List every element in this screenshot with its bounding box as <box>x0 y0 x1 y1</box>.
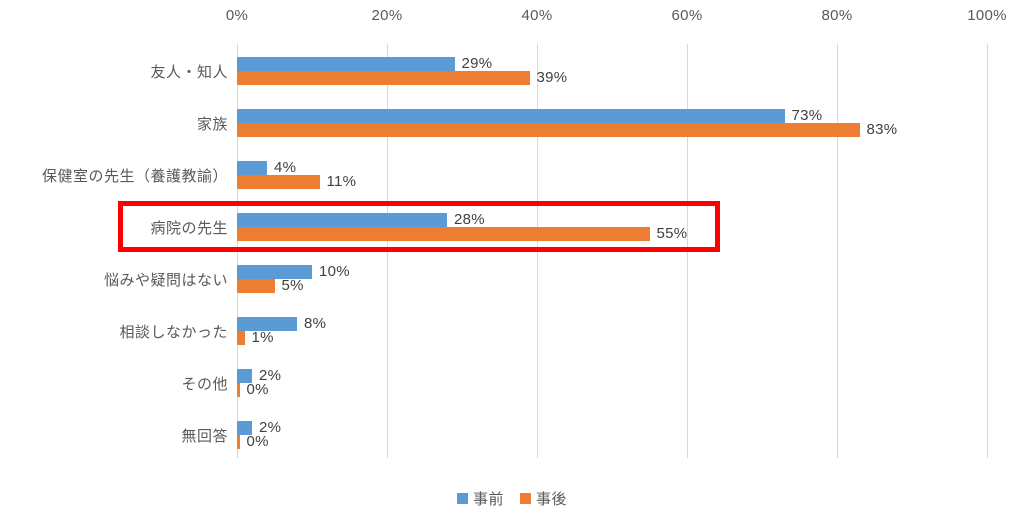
bar-post <box>237 435 240 449</box>
category-label: 家族 <box>196 116 228 133</box>
bar-post <box>237 383 240 397</box>
axis-tick-label: 20% <box>371 7 403 24</box>
value-label: 11% <box>326 173 357 190</box>
value-label: 0% <box>246 433 269 450</box>
bar-pre <box>237 109 785 123</box>
bar-pre <box>237 421 252 435</box>
legend-swatch-pre-icon <box>456 493 468 504</box>
bar-pre <box>237 265 312 279</box>
legend: 事前 事後 <box>0 488 1024 509</box>
bar-post <box>237 227 650 241</box>
bar-pre <box>237 161 267 175</box>
category-label: 病院の先生 <box>150 220 228 237</box>
value-label: 1% <box>251 329 274 346</box>
bar-pre <box>237 369 252 383</box>
category-label: 悩みや疑問はない <box>103 272 228 289</box>
value-label: 39% <box>536 69 568 86</box>
value-label: 8% <box>304 315 327 332</box>
bar-post <box>237 71 530 85</box>
axis-tick-label: 80% <box>821 7 853 24</box>
highlight-box <box>118 201 720 252</box>
value-label: 2% <box>259 367 282 384</box>
value-label: 83% <box>866 121 898 138</box>
legend-item-pre: 事前 <box>456 488 504 509</box>
value-label: 5% <box>281 277 304 294</box>
gridline <box>837 44 838 458</box>
value-label: 2% <box>259 419 282 436</box>
legend-item-post: 事後 <box>520 488 567 509</box>
value-label: 28% <box>454 211 485 228</box>
bar-post <box>237 279 275 293</box>
category-label: 友人・知人 <box>150 64 228 81</box>
gridline <box>987 44 988 458</box>
axis-tick-label: 60% <box>671 7 703 24</box>
legend-label-pre: 事前 <box>472 491 504 508</box>
legend-label-post: 事後 <box>536 491 568 508</box>
value-label: 73% <box>791 107 823 124</box>
bar-post <box>237 175 320 189</box>
bar-pre <box>237 57 455 71</box>
axis-tick-label: 40% <box>521 7 553 24</box>
bar-post <box>237 123 860 137</box>
value-label: 0% <box>246 381 269 398</box>
legend-swatch-post-icon <box>520 493 531 504</box>
value-label: 10% <box>319 263 350 280</box>
category-label: その他 <box>181 376 228 393</box>
bar-pre <box>237 317 297 331</box>
bar-pre <box>237 213 447 227</box>
bar-post <box>237 331 245 345</box>
value-label: 29% <box>461 55 493 72</box>
axis-tick-label: 100% <box>967 7 1007 24</box>
category-label: 保健室の先生（養護教諭） <box>41 168 228 185</box>
axis-tick-label: 0% <box>225 7 249 24</box>
value-label: 55% <box>656 225 688 242</box>
category-label: 無回答 <box>181 428 228 445</box>
value-label: 4% <box>274 159 297 176</box>
category-label: 相談しなかった <box>119 324 228 341</box>
